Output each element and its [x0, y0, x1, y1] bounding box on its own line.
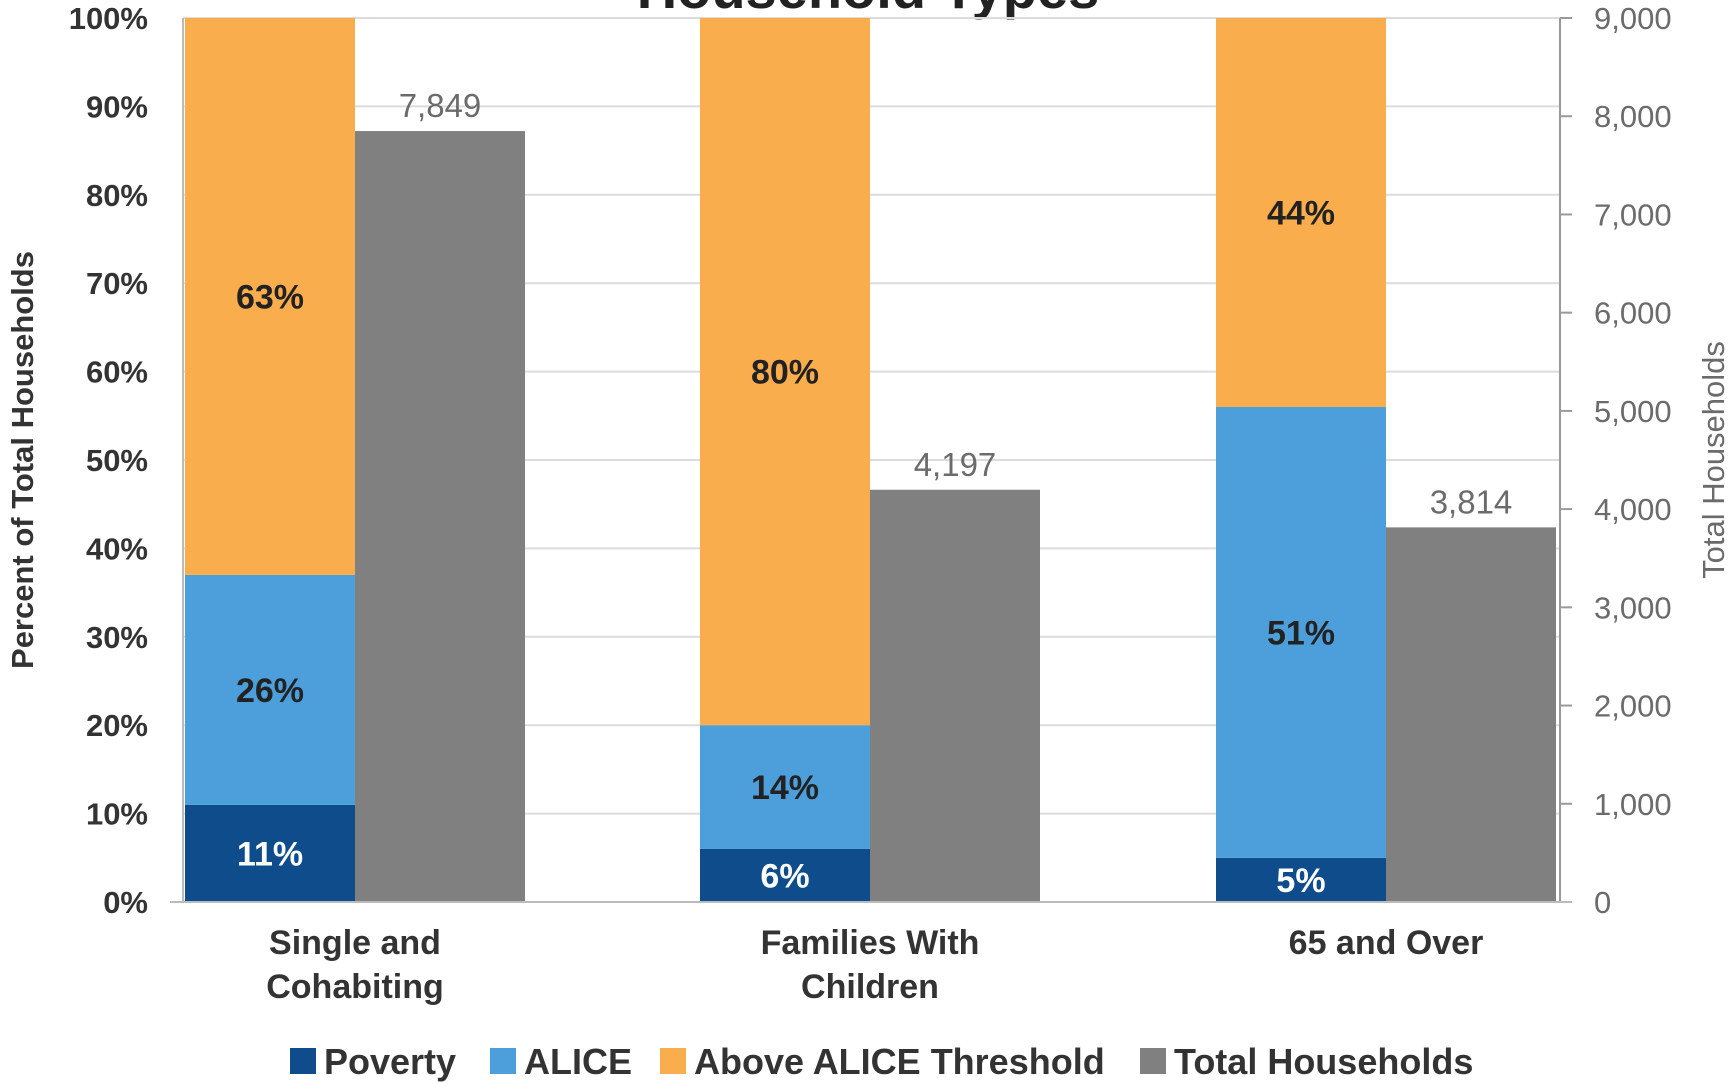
bar-above-alice-threshold: [185, 18, 355, 575]
total-label: 7,849: [399, 87, 482, 124]
y-left-tick-label: 100%: [69, 1, 148, 36]
y-left-tick-label: 60%: [86, 355, 148, 390]
data-label: 26%: [236, 672, 304, 710]
legend-swatch: [660, 1048, 686, 1074]
y-left-tick-label: 10%: [86, 797, 148, 832]
y-left-axis-title: Percent of Total Households: [5, 251, 40, 669]
y-right-tick-label: 4,000: [1594, 492, 1672, 527]
x-category-label: Families With: [761, 924, 980, 962]
bar-above-alice-threshold: [1216, 18, 1386, 407]
chart-title: Household Types: [637, 0, 1100, 20]
bar-total-households: [1386, 527, 1556, 902]
data-label: 14%: [751, 769, 819, 807]
legend-label: Poverty: [324, 1041, 456, 1082]
bar-alice: [700, 725, 870, 849]
bar-total-households: [870, 489, 1040, 902]
y-right-tick-label: 9,000: [1594, 1, 1672, 36]
bar-poverty: [700, 848, 870, 902]
legend-swatch: [1140, 1048, 1166, 1074]
x-category-label: 65 and Over: [1289, 924, 1484, 962]
data-label: 80%: [751, 354, 819, 392]
bar-alice: [1216, 406, 1386, 858]
x-category-label: Cohabiting: [266, 968, 444, 1006]
legend-swatch: [490, 1048, 516, 1074]
y-right-tick-label: 8,000: [1594, 99, 1672, 134]
y-right-tick-label: 1,000: [1594, 787, 1672, 822]
data-label: 63%: [236, 278, 304, 316]
y-left-tick-label: 30%: [86, 620, 148, 655]
y-right-tick-label: 5,000: [1594, 394, 1672, 429]
y-left-tick-label: 70%: [86, 266, 148, 301]
bar-poverty: [1216, 857, 1386, 902]
y-left-tick-label: 0%: [103, 885, 148, 920]
y-right-tick-label: 3,000: [1594, 590, 1672, 625]
y-right-axis-title: Total Households: [1696, 341, 1731, 579]
y-left-tick-label: 90%: [86, 89, 148, 124]
data-label: 5%: [1276, 862, 1325, 900]
bar-alice: [185, 574, 355, 805]
y-left-tick-label: 20%: [86, 708, 148, 743]
bar-above-alice-threshold: [700, 18, 870, 726]
legend-swatch: [290, 1048, 316, 1074]
y-right-tick-label: 2,000: [1594, 689, 1672, 724]
y-left-tick-label: 50%: [86, 443, 148, 478]
total-label: 3,814: [1430, 483, 1513, 520]
bar-total-households: [355, 131, 525, 902]
legend-label: Total Households: [1174, 1041, 1473, 1082]
x-category-label: Children: [801, 968, 939, 1006]
data-label: 6%: [760, 857, 809, 895]
data-label: 11%: [237, 835, 303, 873]
y-right-tick-label: 0: [1594, 885, 1611, 920]
y-right-tick-label: 7,000: [1594, 197, 1672, 232]
y-left-tick-label: 40%: [86, 531, 148, 566]
legend-label: ALICE: [524, 1041, 632, 1082]
data-label: 51%: [1267, 614, 1335, 652]
x-category-label: Single and: [269, 924, 441, 962]
y-right-tick-label: 6,000: [1594, 296, 1672, 331]
y-left-tick-label: 80%: [86, 178, 148, 213]
total-label: 4,197: [914, 446, 997, 483]
bar-poverty: [185, 804, 355, 902]
legend-label: Above ALICE Threshold: [694, 1041, 1105, 1082]
data-label: 44%: [1267, 194, 1335, 232]
